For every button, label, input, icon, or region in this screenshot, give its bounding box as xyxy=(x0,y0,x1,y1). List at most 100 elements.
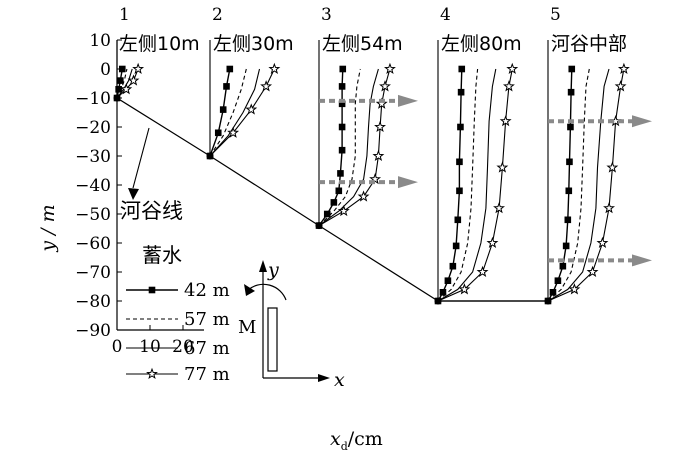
marker-square xyxy=(439,289,447,296)
marker-square xyxy=(458,65,466,73)
series-line-77m-panel-1 xyxy=(116,68,139,99)
anchor-point-3 xyxy=(315,222,323,230)
marker-square xyxy=(559,262,567,270)
marker-square xyxy=(214,129,222,137)
panel-number-5: 5 xyxy=(550,5,561,25)
marker-square xyxy=(564,216,572,224)
legend-label: 57 m xyxy=(184,309,230,330)
marker-square xyxy=(567,88,575,96)
marker-square xyxy=(323,210,331,218)
marker-star xyxy=(596,236,609,249)
valley-pointer-line xyxy=(132,127,150,189)
marker-star xyxy=(227,126,240,138)
marker-star xyxy=(120,83,133,95)
marker-star xyxy=(503,80,515,92)
y-tick-label: −20 xyxy=(75,118,111,138)
y-tick-label: −40 xyxy=(75,176,111,196)
legend-label: 42 m xyxy=(184,280,230,301)
inset-y-label: y xyxy=(267,259,279,281)
panel-title-1: 左侧10m xyxy=(119,33,200,55)
marker-square xyxy=(223,83,230,90)
marker-square xyxy=(330,199,338,206)
y-tick-label: −10 xyxy=(75,89,111,109)
legend-label: 67 m xyxy=(184,338,230,359)
marker-square xyxy=(456,158,463,166)
marker-square xyxy=(115,86,122,93)
x-tick-label: 20 xyxy=(172,337,194,357)
gray-arrow-head xyxy=(398,176,418,189)
marker-star xyxy=(476,265,489,278)
series-line-42m-panel-1 xyxy=(116,68,123,99)
inset-moment-arc xyxy=(247,283,287,301)
legend-marker-square xyxy=(148,286,156,294)
x-tick-label: 0 xyxy=(112,337,123,357)
y-tick-label: −90 xyxy=(75,321,111,341)
marker-star xyxy=(379,80,391,92)
marker-square xyxy=(457,123,464,131)
marker-star xyxy=(493,201,505,214)
series-line-67m-panel-3 xyxy=(318,68,379,227)
panel-title-5: 河谷中部 xyxy=(551,33,627,55)
marker-star xyxy=(357,190,370,202)
marker-square xyxy=(566,158,573,166)
marker-square xyxy=(338,83,346,90)
marker-square xyxy=(568,65,576,73)
marker-square xyxy=(117,77,124,84)
legend-marker-star xyxy=(146,367,158,380)
anchor-point-2 xyxy=(206,152,214,160)
marker-star xyxy=(384,62,396,75)
legend-label: 77 m xyxy=(184,364,230,385)
marker-square xyxy=(452,242,460,250)
y-tick-label: 0 xyxy=(100,60,111,80)
marker-star xyxy=(568,283,581,295)
inset-x-arrowhead xyxy=(318,374,330,382)
marker-star xyxy=(268,62,281,75)
x-tick-label: 10 xyxy=(139,337,161,357)
series-line-42m-panel-3 xyxy=(318,68,344,227)
marker-star xyxy=(496,161,509,173)
marker-star xyxy=(499,114,512,127)
series-line-57m-panel-2 xyxy=(209,68,247,157)
marker-star xyxy=(617,62,630,75)
marker-square xyxy=(444,277,452,284)
inset-x-label: x xyxy=(334,369,345,391)
marker-star xyxy=(374,120,386,133)
inset-moment-arrowhead xyxy=(244,284,255,296)
marker-square xyxy=(226,65,234,73)
series-line-67m-panel-5 xyxy=(547,68,610,302)
marker-square xyxy=(567,123,574,131)
marker-square xyxy=(549,289,557,296)
gray-arrow-head xyxy=(632,115,652,128)
marker-square xyxy=(118,65,126,73)
series-line-67m-panel-4 xyxy=(437,68,497,302)
marker-square xyxy=(565,187,573,195)
panel-number-2: 2 xyxy=(212,5,223,25)
inset-y-arrowhead xyxy=(259,260,267,272)
marker-square xyxy=(454,216,462,224)
marker-star xyxy=(132,62,145,75)
marker-star xyxy=(458,283,471,295)
y-tick-label: 10 xyxy=(89,31,111,51)
series-line-57m-panel-5 xyxy=(547,68,590,302)
legend-title: 蓄水 xyxy=(142,243,182,267)
series-line-57m-panel-1 xyxy=(116,68,128,99)
marker-star xyxy=(372,149,385,162)
series-line-77m-panel-3 xyxy=(318,68,391,227)
marker-star xyxy=(127,74,140,86)
marker-star xyxy=(486,236,499,249)
marker-square xyxy=(335,187,343,195)
gray-arrow-head xyxy=(398,94,418,107)
y-tick-label: −50 xyxy=(75,205,111,225)
marker-square xyxy=(456,187,463,195)
marker-star xyxy=(603,201,615,214)
marker-square xyxy=(219,106,227,113)
y-tick-label: −80 xyxy=(75,292,111,312)
marker-star xyxy=(337,204,350,217)
marker-square xyxy=(337,170,344,177)
marker-star xyxy=(606,161,619,173)
series-line-77m-panel-5 xyxy=(547,68,625,302)
panel-number-4: 4 xyxy=(440,5,451,25)
inset-pile xyxy=(267,307,278,372)
